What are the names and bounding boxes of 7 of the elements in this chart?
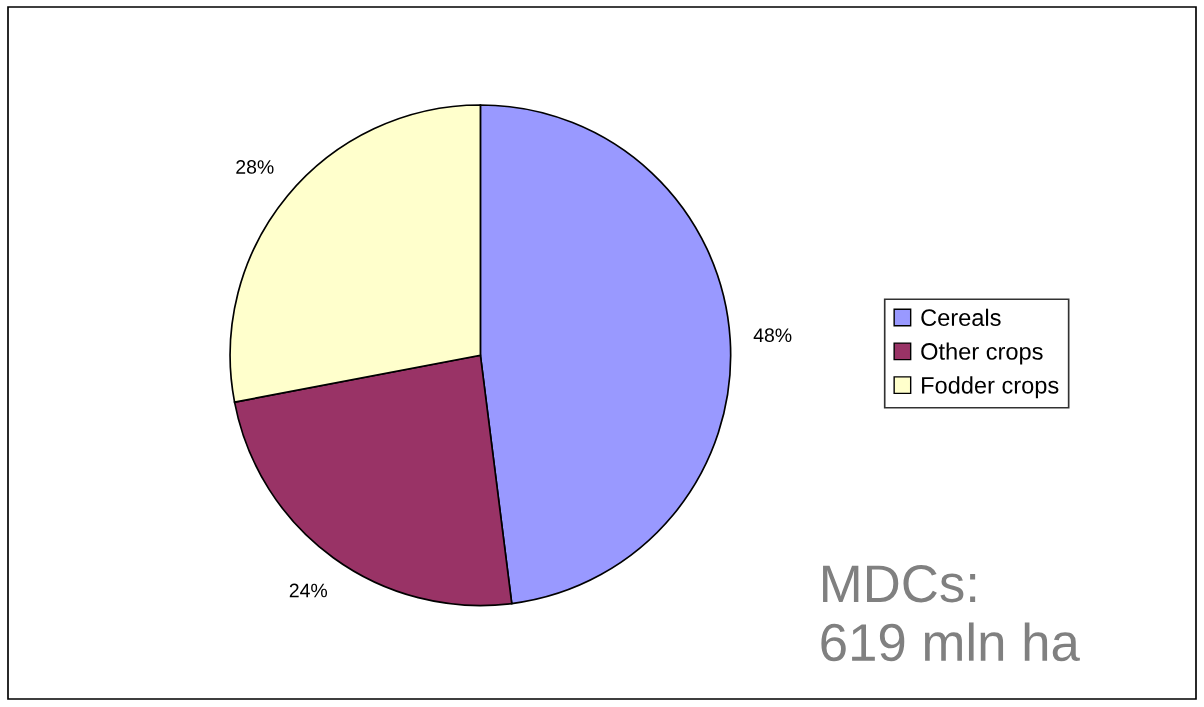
data-label: 48% bbox=[753, 328, 792, 343]
legend-label: Other crops bbox=[921, 342, 1043, 365]
legend-label: Fodder crops bbox=[922, 376, 1059, 399]
data-label: 24% bbox=[289, 583, 328, 598]
data-label: 28% bbox=[236, 160, 274, 174]
text: MDCs: 619 mln ha bbox=[821, 565, 1080, 662]
legend-label: Cereals bbox=[921, 308, 1001, 327]
